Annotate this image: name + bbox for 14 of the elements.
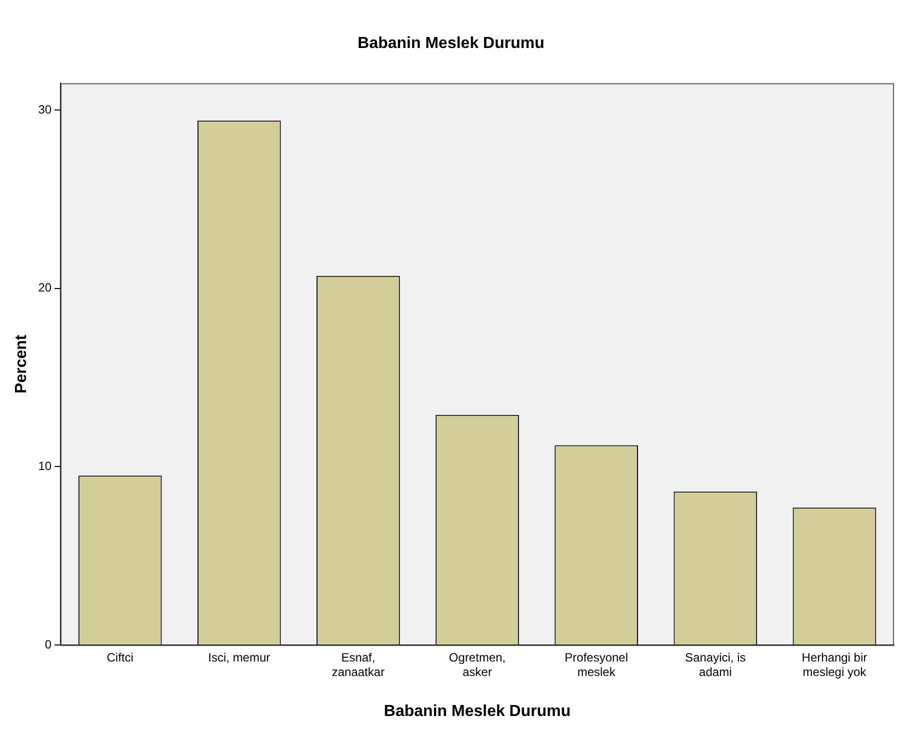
x-tick-label: Ogretmen, asker xyxy=(448,650,506,679)
x-tick-label: Sanayici, is adami xyxy=(685,650,746,679)
x-tick-label: Isci, memur xyxy=(208,650,270,665)
x-tick-label: Esnaf, zanaatkar xyxy=(332,650,385,679)
x-tick-label: Ciftci xyxy=(106,650,134,665)
x-tick-label: Profesyonel meslek xyxy=(564,650,628,679)
y-tick-label: 20 xyxy=(38,280,52,295)
x-axis-title: Babanin Meslek Durumu xyxy=(384,702,571,720)
x-tick-label: Herhangi bir meslegi yok xyxy=(802,650,868,679)
chart-title: Babanin Meslek Durumu xyxy=(358,35,544,52)
y-tick-label: 30 xyxy=(38,102,52,116)
y-axis-title: Percent xyxy=(13,334,30,394)
y-tick-label: 0 xyxy=(44,637,52,652)
y-tick-label: 10 xyxy=(38,458,52,473)
